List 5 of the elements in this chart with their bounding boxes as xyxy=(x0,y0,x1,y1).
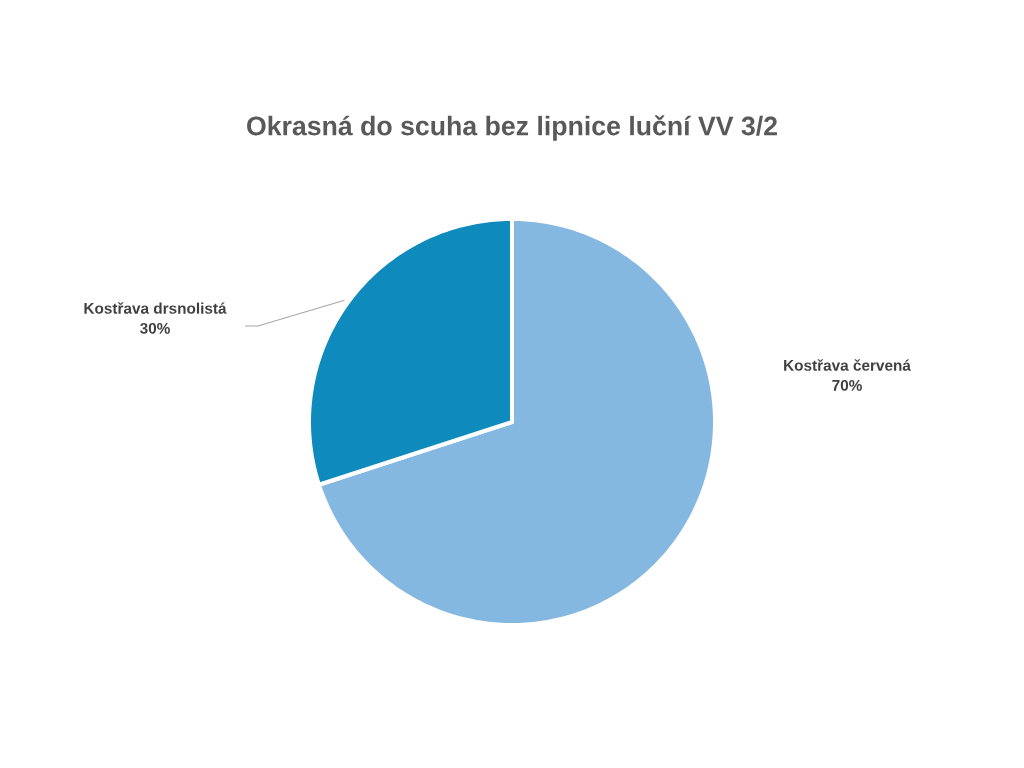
chart-title: Okrasná do scuha bez lipnice luční VV 3/2 xyxy=(247,115,777,141)
slice-label: Kostřava drsnolistá xyxy=(84,302,227,314)
slice-label: Kostřava červená xyxy=(784,359,911,371)
data-label: 70% xyxy=(832,379,862,391)
data-label: 30% xyxy=(140,322,170,334)
